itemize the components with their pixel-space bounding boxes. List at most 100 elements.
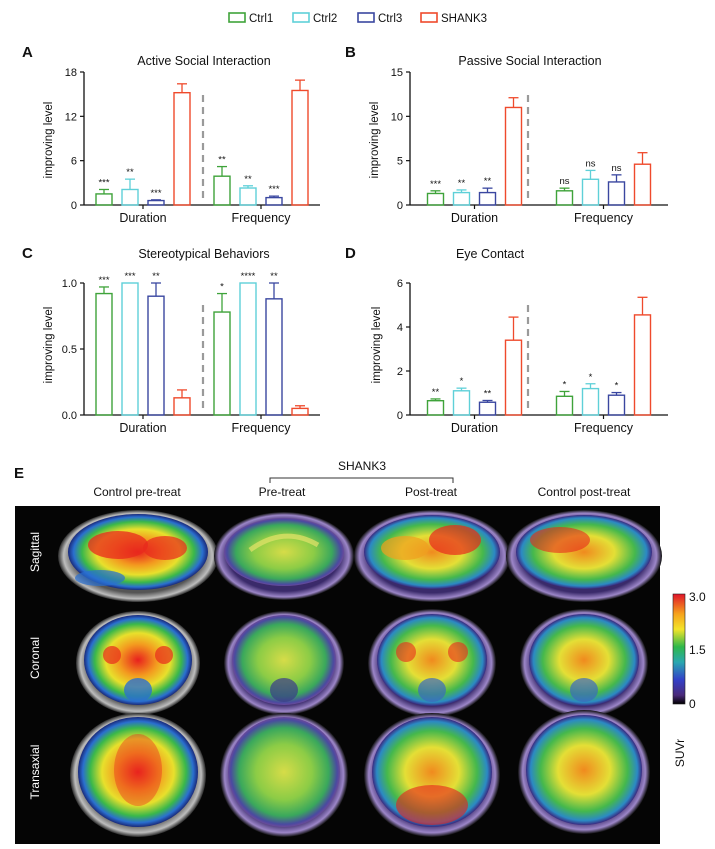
significance-label: ** (218, 155, 226, 166)
significance-label: * (220, 282, 224, 293)
bar-shank3-frequency (291, 89, 309, 206)
bar-ctrl2-frequency (581, 178, 600, 206)
legend-label-shank3: SHANK3 (441, 13, 487, 25)
significance-label: ** (270, 271, 278, 282)
bar-ctrl3-duration (147, 295, 165, 416)
y-tick-label: 0.0 (62, 410, 77, 422)
scan-sagittal-control-pre (58, 510, 218, 602)
column-header-pre-treat: Pre-treat (259, 485, 306, 499)
significance-label: * (460, 376, 464, 387)
chart-title-d: Eye Contact (456, 247, 525, 261)
y-tick-label: 18 (65, 67, 77, 79)
y-axis-label-d: improving level (371, 307, 383, 384)
significance-label: *** (98, 177, 109, 188)
bar-ctrl1-frequency (555, 190, 574, 206)
significance-label: ns (559, 176, 569, 187)
y-axis-label-b: improving level (369, 102, 381, 179)
legend-swatch-ctrl1 (228, 12, 246, 23)
bar-ctrl2-duration (452, 390, 471, 416)
bar-ctrl1-frequency (213, 311, 231, 416)
category-label-duration: Duration (451, 211, 498, 225)
y-tick-label: 5 (397, 156, 403, 168)
significance-label: * (615, 381, 619, 392)
bar-shank3-duration (173, 397, 191, 416)
legend-swatch-ctrl2 (292, 12, 310, 23)
bar-ctrl3-duration (147, 199, 165, 206)
bar-shank3-frequency (633, 163, 652, 206)
bar-ctrl3-duration (478, 191, 497, 206)
bar-ctrl1-duration (95, 292, 113, 416)
bar-ctrl3-frequency (607, 394, 626, 416)
legend-label-ctrl1: Ctrl1 (249, 13, 273, 25)
significance-label: *** (268, 184, 279, 195)
scan-transaxial-control-post (518, 710, 650, 834)
category-label-frequency: Frequency (231, 211, 291, 225)
category-label-frequency: Frequency (574, 421, 634, 435)
row-label-sagittal: Sagittal (28, 532, 42, 572)
y-tick-label: 0 (397, 200, 403, 212)
bar-ctrl3-frequency (265, 196, 283, 206)
category-label-frequency: Frequency (231, 421, 291, 435)
panel-letter-e: E (14, 465, 24, 482)
panel-d-header: D Eye Contact improving level (345, 245, 525, 383)
row-label-coronal: Coronal (28, 637, 42, 679)
y-tick-label: 0.5 (62, 344, 77, 356)
bar-ctrl1-frequency (213, 175, 231, 206)
significance-label: ** (484, 388, 492, 399)
scan-coronal-control-pre (76, 611, 200, 715)
bar-shank3-duration (504, 339, 523, 416)
panel-a-header: A Active Social Interaction improving le… (22, 44, 271, 178)
bar-ctrl1-duration (426, 192, 445, 206)
bar-ctrl2-frequency (239, 282, 257, 416)
colorbar-tick-mid: 1.5 (689, 643, 706, 657)
bar-ctrl1-duration (426, 400, 445, 416)
significance-label: ** (152, 271, 160, 282)
scan-coronal-shank3-post (368, 609, 496, 717)
bar-shank3-duration (173, 91, 191, 206)
bar-shank3-duration (504, 106, 523, 206)
y-tick-label: 0 (397, 410, 403, 422)
bar-shank3-frequency (291, 407, 309, 416)
significance-label: *** (124, 271, 135, 282)
y-tick-label: 1.0 (62, 278, 77, 290)
y-tick-label: 6 (71, 156, 77, 168)
y-axis-label-a: improving level (43, 102, 55, 179)
significance-label: * (589, 372, 593, 383)
column-header-control-pre: Control pre-treat (93, 485, 181, 499)
scan-sagittal-shank3-post (354, 510, 510, 602)
bar-ctrl2-duration (452, 191, 471, 206)
panel-letter-d: D (345, 245, 356, 262)
scan-sagittal-control-post (506, 510, 662, 602)
y-tick-label: 6 (397, 278, 403, 290)
y-tick-label: 2 (397, 366, 403, 378)
scan-coronal-control-post (520, 609, 648, 717)
scan-coronal-shank3-pre (224, 611, 344, 715)
significance-label: ** (484, 176, 492, 187)
bar-ctrl1-frequency (555, 395, 574, 416)
panel-c-header: C Stereotypical Behaviors improving leve… (22, 245, 270, 383)
y-axis-label-c: improving level (43, 307, 55, 384)
chart-title-b: Passive Social Interaction (458, 54, 601, 68)
column-header-control-post: Control post-treat (538, 485, 631, 499)
significance-label: ns (585, 158, 595, 169)
legend: Ctrl1 Ctrl2 Ctrl3 SHANK3 (228, 12, 487, 25)
y-tick-label: 0 (71, 200, 77, 212)
colorbar-tick-min: 0 (689, 697, 696, 711)
significance-label: ** (244, 174, 252, 185)
bar-ctrl2-duration (121, 188, 139, 206)
legend-swatch-shank3 (420, 12, 438, 23)
significance-label: ** (126, 167, 134, 178)
scan-sagittal-shank3-pre (214, 512, 354, 600)
category-label-duration: Duration (451, 421, 498, 435)
panel-e: E SHANK3 Control pre-treat Pre-treat Pos… (14, 459, 706, 844)
shank3-group-label: SHANK3 (338, 459, 386, 473)
y-tick-label: 15 (391, 67, 403, 79)
significance-label: ns (611, 163, 621, 174)
legend-label-ctrl2: Ctrl2 (313, 13, 337, 25)
y-tick-label: 10 (391, 111, 403, 123)
